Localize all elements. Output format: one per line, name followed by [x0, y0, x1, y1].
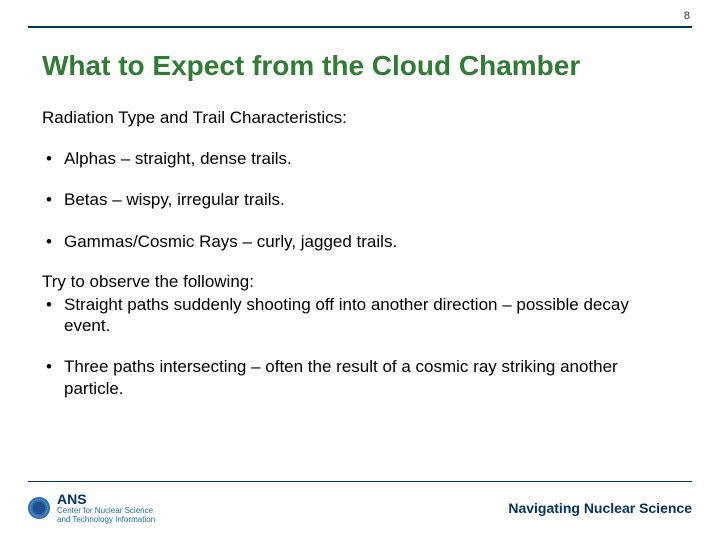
logo-subline-1: Center for Nuclear Science [57, 507, 155, 515]
slide-title: What to Expect from the Cloud Chamber [42, 50, 678, 82]
ans-logo-icon [28, 497, 50, 519]
logo-name: ANS [57, 492, 155, 506]
page-number: 8 [684, 10, 690, 22]
trail-characteristics-list: Alphas – straight, dense trails. Betas –… [42, 148, 678, 252]
slide-content: What to Expect from the Cloud Chamber Ra… [42, 50, 678, 419]
footer-divider [28, 481, 692, 482]
ans-logo-block: ANS Center for Nuclear Science and Techn… [28, 492, 155, 524]
ans-logo-text: ANS Center for Nuclear Science and Techn… [57, 492, 155, 524]
observe-heading: Try to observe the following: [42, 272, 678, 292]
list-item: Gammas/Cosmic Rays – curly, jagged trail… [46, 231, 678, 252]
list-item: Alphas – straight, dense trails. [46, 148, 678, 169]
footer: ANS Center for Nuclear Science and Techn… [28, 490, 692, 526]
list-item: Betas – wispy, irregular trails. [46, 189, 678, 210]
top-divider [28, 26, 692, 28]
logo-subline-2: and Technology Information [57, 516, 155, 524]
list-item: Straight paths suddenly shooting off int… [46, 294, 678, 337]
footer-tagline: Navigating Nuclear Science [508, 500, 692, 516]
list-item: Three paths intersecting – often the res… [46, 356, 678, 399]
observe-list: Straight paths suddenly shooting off int… [42, 294, 678, 399]
slide-subtitle: Radiation Type and Trail Characteristics… [42, 108, 678, 128]
